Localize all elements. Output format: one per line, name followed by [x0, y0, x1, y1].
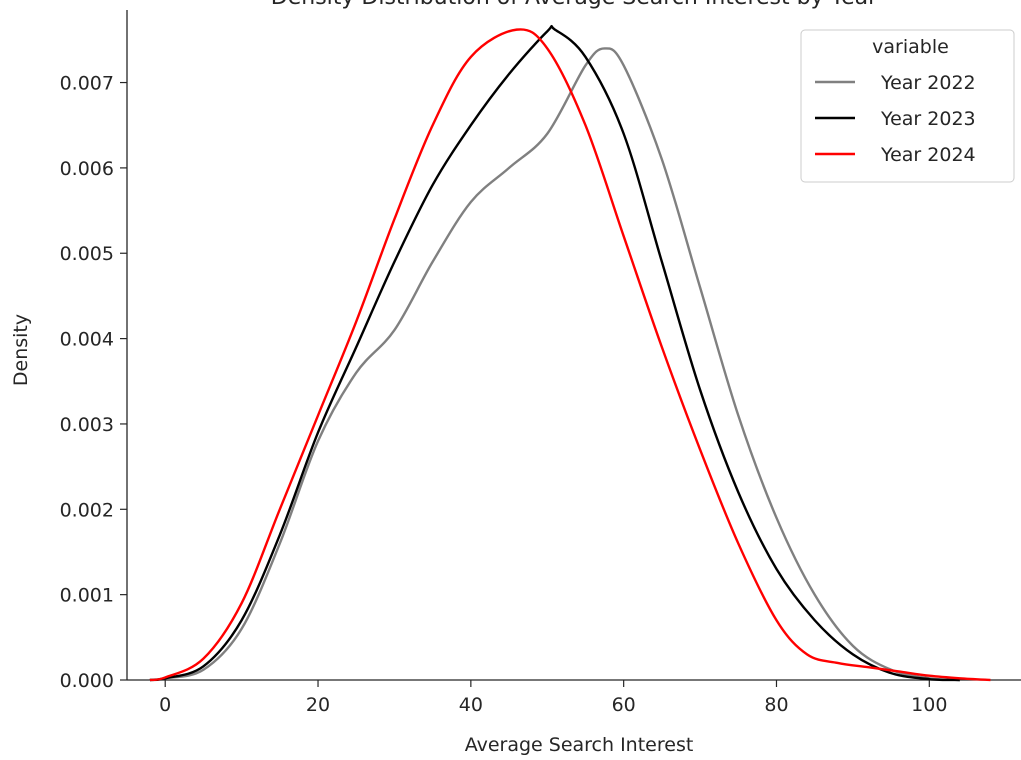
series-lines	[149, 24, 991, 682]
y-tick-label: 0.000	[60, 670, 114, 692]
y-tick-label: 0.007	[60, 73, 114, 95]
legend-label-year-2024: Year 2024	[880, 144, 976, 166]
x-tick-label: 40	[459, 694, 483, 716]
y-tick-label: 0.001	[60, 585, 114, 607]
y-tick-label: 0.002	[60, 499, 114, 521]
axes	[126, 10, 1021, 681]
legend-label-year-2022: Year 2022	[880, 72, 976, 94]
y-tick-label: 0.005	[60, 243, 114, 265]
legend-label-year-2023: Year 2023	[880, 108, 976, 130]
legend-items: Year 2022 Year 2023 Year 2024	[815, 72, 976, 166]
x-tick-label: 0	[159, 694, 171, 716]
legend-title: variable	[872, 36, 949, 58]
tick-marks: 0 20 40 60 80 100 0.000 0.001 0.002 0.003 0.004 0.0…	[60, 73, 948, 716]
legend-box	[800, 29, 1015, 183]
x-tick-label: 60	[612, 694, 636, 716]
y-tick-label: 0.004	[60, 329, 114, 351]
y-tick-label: 0.003	[60, 414, 114, 436]
series-line-year-2024	[149, 28, 991, 682]
x-tick-label: 80	[764, 694, 788, 716]
y-axis-label: Density	[10, 314, 32, 386]
x-tick-label: 20	[306, 694, 330, 716]
y-tick-label: 0.006	[60, 158, 114, 180]
legend: variable Year 2022 Year 2023 Year 2024	[800, 29, 1015, 183]
x-tick-label: 100	[911, 694, 947, 716]
series-line-year-2022	[149, 47, 960, 682]
series-line-year-2023	[149, 24, 960, 682]
chart-title: Density Distribution of Average Search I…	[271, 0, 878, 10]
x-axis-label: Average Search Interest	[465, 734, 694, 756]
